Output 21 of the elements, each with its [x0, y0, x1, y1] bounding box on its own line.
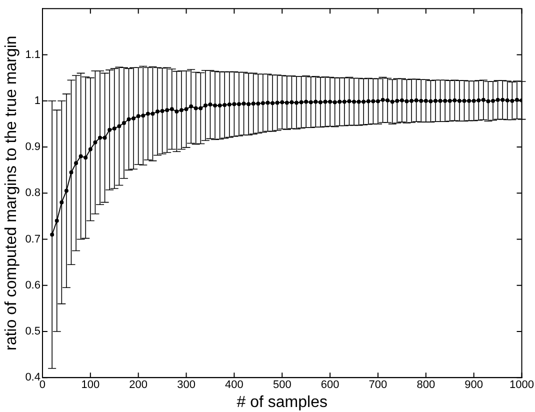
x-tick-label: 200	[129, 379, 148, 392]
y-tick-label: 0.8	[25, 187, 40, 200]
x-tick-label: 1000	[510, 379, 534, 392]
y-tick-label: 0.9	[25, 141, 40, 154]
x-tick-label: 600	[320, 379, 340, 392]
x-tick-label: 100	[81, 379, 100, 392]
y-tick-label: 1.1	[25, 48, 40, 61]
y-tick-label: 0.5	[25, 326, 40, 338]
x-tick-label: 900	[464, 379, 484, 392]
y-axis-title: ratio of computed margins to the true margin	[3, 36, 20, 351]
y-tick-label: 0.4	[25, 372, 40, 384]
x-tick-label: 300	[177, 379, 196, 392]
y-tick-label: 0.6	[25, 279, 40, 292]
x-axis-title: # of samples	[236, 394, 328, 411]
y-tick-label: 0.7	[25, 233, 40, 246]
x-tick-label: 500	[272, 379, 292, 392]
x-tick-label: 800	[416, 379, 436, 392]
y-tick-label: 1	[34, 94, 40, 107]
x-tick-label: 400	[225, 379, 244, 392]
x-tick-label: 700	[368, 379, 388, 392]
x-tick-label: 0	[39, 379, 46, 392]
